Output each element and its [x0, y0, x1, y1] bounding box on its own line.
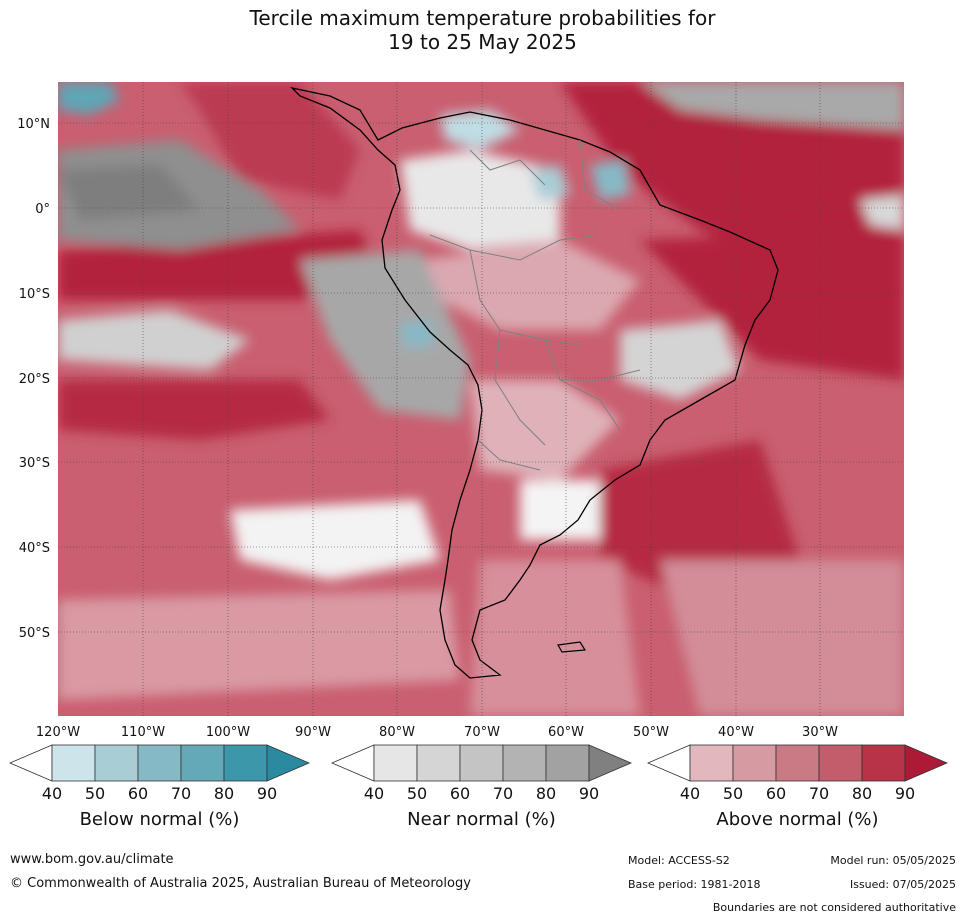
- colorbar-extend-low: [8, 744, 53, 782]
- colorbar-segment: [180, 744, 225, 782]
- colorbar-segment: [459, 744, 504, 782]
- colorbar-extend-low: [330, 744, 375, 782]
- lon-label: 30°W: [802, 725, 838, 740]
- colorbar-tick-label: 60: [128, 784, 148, 803]
- lon-label: 50°W: [633, 725, 669, 740]
- probability-field: [58, 82, 904, 716]
- colorbar-segment: [94, 744, 139, 782]
- colorbar-tick-label: 90: [579, 784, 599, 803]
- colorbars: 40 50 60 70 80 90 Below normal (%) 40 50 60 70 80 90…: [8, 744, 949, 830]
- colorbar-extend-low: [646, 744, 691, 782]
- colorbar-segment: [545, 744, 590, 782]
- lon-label: 100°W: [206, 725, 250, 740]
- colorbar-tick-label: 50: [85, 784, 105, 803]
- graticule: [58, 82, 904, 716]
- colorbar-tick-label: 80: [536, 784, 556, 803]
- colorbar-tick-label: 40: [680, 784, 700, 803]
- base-period-text: Base period: 1981-2018: [628, 878, 761, 891]
- lat-label: 10°S: [19, 287, 50, 302]
- colorbar-extend-high: [266, 744, 311, 782]
- colorbar-segment: [373, 744, 418, 782]
- lon-label: 80°W: [379, 725, 415, 740]
- colorbar-tick-label: 90: [895, 784, 915, 803]
- lon-label: 60°W: [548, 725, 584, 740]
- colorbar-tick-label: 70: [809, 784, 829, 803]
- lat-label: 10°N: [17, 117, 50, 132]
- above-normal-colorbar: 40 50 60 70 80 90 Above normal (%): [646, 744, 949, 830]
- lon-label: 110°W: [121, 725, 165, 740]
- colorbar-caption: Above normal (%): [716, 809, 878, 830]
- colorbar-segment: [502, 744, 547, 782]
- lon-label: 120°W: [36, 725, 80, 740]
- colorbar-segment: [416, 744, 461, 782]
- copyright-text: © Commonwealth of Australia 2025, Austra…: [10, 876, 471, 891]
- lat-label: 50°S: [19, 626, 50, 641]
- colorbar-tick-label: 50: [407, 784, 427, 803]
- near-normal-colorbar: 40 50 60 70 80 90 Near normal (%): [330, 744, 633, 830]
- model-run-text: Model run: 05/05/2025: [830, 854, 956, 867]
- colorbar-segment: [732, 744, 777, 782]
- disclaimer-text: Boundaries are not considered authoritat…: [712, 901, 956, 914]
- colorbar-extend-high: [588, 744, 633, 782]
- colorbar-tick-label: 90: [257, 784, 277, 803]
- south-america-coastline: [289, 86, 779, 679]
- longitude-labels: 120°W 110°W 100°W 90°W 80°W 70°W 60°W 50…: [36, 725, 838, 740]
- colorbar-segment: [137, 744, 182, 782]
- lon-label: 70°W: [464, 725, 500, 740]
- title-line-1: Tercile maximum temperature probabilitie…: [249, 6, 716, 30]
- colorbar-extend-high: [904, 744, 949, 782]
- colorbar-tick-label: 40: [42, 784, 62, 803]
- colorbar-caption: Below normal (%): [80, 809, 240, 830]
- colorbar-segment: [51, 744, 96, 782]
- colorbar-segment: [818, 744, 863, 782]
- colorbar-segment: [689, 744, 734, 782]
- title-line-2: 19 to 25 May 2025: [388, 30, 577, 54]
- colorbar-segment: [775, 744, 820, 782]
- colorbar-tick-label: 40: [364, 784, 384, 803]
- colorbar-tick-label: 50: [723, 784, 743, 803]
- colorbar-caption: Near normal (%): [407, 809, 556, 830]
- colorbar-tick-label: 70: [171, 784, 191, 803]
- colorbar-tick-label: 80: [852, 784, 872, 803]
- lat-label: 20°S: [19, 372, 50, 387]
- colorbar-segment: [861, 744, 906, 782]
- colorbar-tick-label: 60: [450, 784, 470, 803]
- issued-text: Issued: 07/05/2025: [849, 878, 956, 891]
- website-text: www.bom.gov.au/climate: [10, 852, 174, 867]
- model-text: Model: ACCESS-S2: [628, 854, 730, 867]
- colorbar-segment: [223, 744, 268, 782]
- map-title: Tercile maximum temperature probabilitie…: [0, 6, 965, 54]
- latitude-labels: 10°N 0° 10°S 20°S 30°S 40°S 50°S: [17, 117, 50, 641]
- colorbar-tick-label: 60: [766, 784, 786, 803]
- lat-label: 30°S: [19, 456, 50, 471]
- lat-label: 0°: [35, 202, 50, 217]
- colorbar-tick-label: 70: [493, 784, 513, 803]
- falkland-islands: [557, 641, 587, 653]
- lat-label: 40°S: [19, 541, 50, 556]
- country-borders: [429, 139, 641, 471]
- below-normal-colorbar: 40 50 60 70 80 90 Below normal (%): [8, 744, 311, 830]
- colorbar-tick-label: 80: [214, 784, 234, 803]
- lon-label: 90°W: [295, 725, 331, 740]
- lon-label: 40°W: [718, 725, 754, 740]
